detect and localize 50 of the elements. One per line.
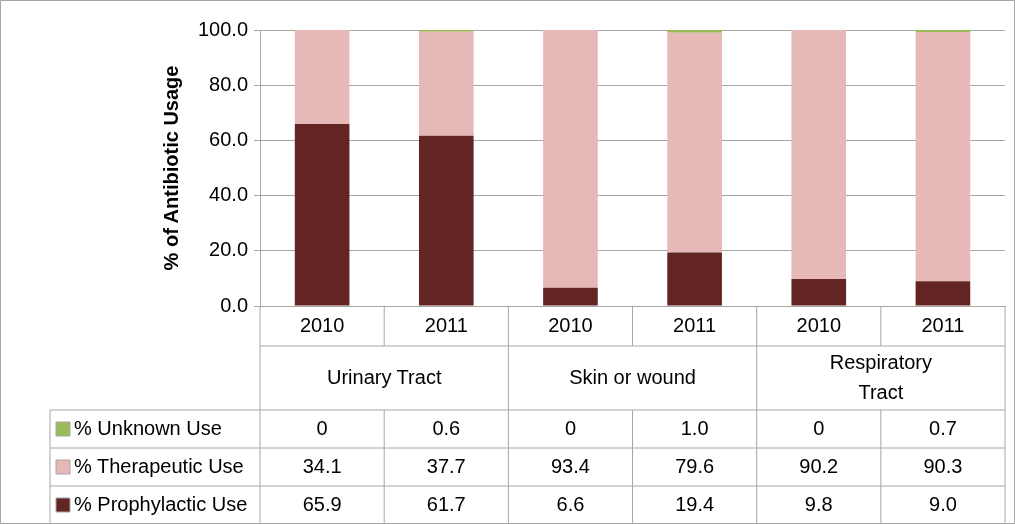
data-label: 0 — [813, 416, 825, 439]
legend-label: % Unknown Use — [74, 416, 222, 439]
data-label: 61.7 — [426, 492, 466, 515]
text: Respiratory Tract — [829, 350, 932, 403]
data-label: 90.2 — [799, 454, 839, 477]
data-label: 0 — [316, 416, 328, 439]
bar — [915, 281, 971, 306]
bar — [667, 30, 722, 33]
data-label: 93.4 — [550, 454, 590, 477]
y-tick-label: 0.0 — [220, 293, 249, 316]
bar — [667, 32, 722, 253]
data-label: 34.1 — [302, 454, 342, 477]
x-tick-label: 2011 — [921, 313, 965, 336]
x-tick-label: 2010 — [299, 313, 345, 336]
bar — [418, 31, 474, 136]
data-label: 90.3 — [923, 454, 963, 477]
legend-label: % Prophylactic Use — [74, 492, 248, 515]
x-tick-label: 2011 — [424, 313, 468, 336]
bar — [791, 278, 847, 306]
bar — [791, 30, 847, 279]
data-label: 1.0 — [680, 416, 709, 439]
bar — [294, 124, 350, 306]
data-label: 0.7 — [929, 416, 957, 439]
bar — [418, 135, 474, 306]
bar — [915, 31, 971, 282]
x-tick-label: 2010 — [796, 313, 842, 336]
y-axis-title: % of Antibiotic Usage — [159, 65, 182, 271]
y-tick-label: 60.0 — [209, 127, 249, 150]
data-label: 19.4 — [675, 492, 715, 515]
data-label: 65.9 — [302, 492, 342, 515]
data-label: 9.0 — [929, 492, 957, 515]
data-label: 79.6 — [675, 454, 715, 477]
data-label: 6.6 — [556, 492, 585, 515]
y-tick-label: 40.0 — [209, 183, 249, 206]
text: Urinary Tract — [326, 365, 442, 388]
data-label: 0.6 — [432, 416, 461, 439]
bar — [543, 30, 598, 288]
bar — [667, 252, 722, 306]
x-tick-label: 2010 — [548, 313, 593, 336]
x-tick-label: 2011 — [673, 313, 717, 336]
data-label: 9.8 — [804, 492, 833, 515]
y-tick-label: 20.0 — [209, 238, 249, 261]
bar — [294, 30, 350, 125]
data-label: 0 — [564, 416, 577, 439]
y-tick-label: 100.0 — [197, 17, 249, 40]
data-label: 37.7 — [426, 454, 466, 477]
bar — [543, 287, 598, 306]
legend-label: % Therapeutic Use — [74, 454, 244, 477]
y-tick-label: 80.0 — [209, 72, 249, 95]
text: Skin or wound — [569, 365, 696, 388]
